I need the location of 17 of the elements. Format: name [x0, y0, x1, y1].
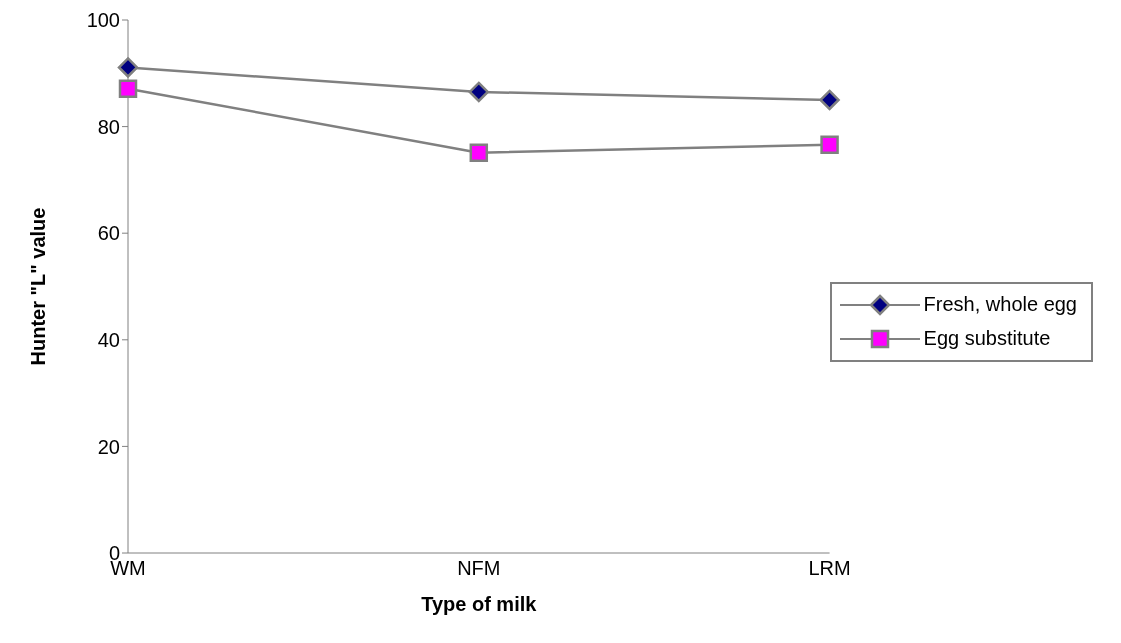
- y-tick-label: 20: [97, 435, 120, 458]
- point: [117, 57, 139, 78]
- y-tick-label: 60: [97, 222, 120, 245]
- legend-label: Fresh, whole egg: [923, 293, 1077, 316]
- point: [118, 79, 138, 99]
- x-axis-title: Type of milk: [421, 593, 538, 615]
- point: [468, 81, 490, 103]
- legend-label: Egg substitute: [923, 327, 1051, 350]
- y-tick-label: 40: [97, 328, 120, 351]
- x-tick-label: LRM: [808, 557, 851, 580]
- y-axis-title: Hunter "L" value: [27, 207, 50, 366]
- point: [469, 143, 489, 162]
- point: [820, 135, 839, 154]
- y-tick-label: 80: [97, 115, 120, 138]
- point: [819, 89, 840, 111]
- x-tick-label: NFM: [457, 557, 501, 580]
- y-tick-label: 100: [86, 9, 120, 32]
